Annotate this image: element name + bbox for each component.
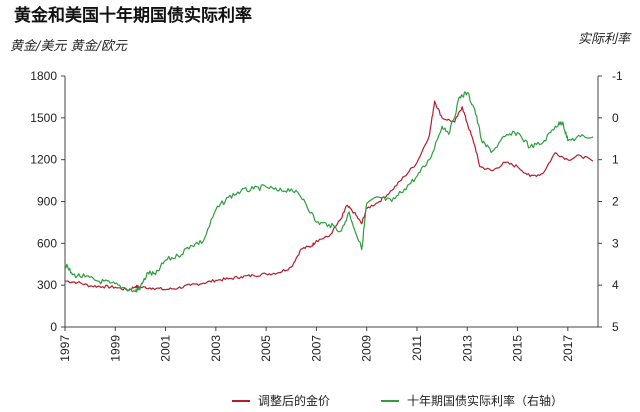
x-tick-label: 2015 <box>511 335 525 362</box>
x-tick-label: 2003 <box>209 335 223 362</box>
left-tick-label: 1800 <box>30 69 57 83</box>
legend-label: 调整后的金价 <box>258 393 330 408</box>
right-axis-ticks: -1 0 1 2 3 4 5 <box>598 69 623 334</box>
series-line-real-yield <box>64 91 594 293</box>
left-tick-label: 0 <box>50 320 57 334</box>
x-tick-label: 2013 <box>460 335 474 362</box>
x-tick-label: 2017 <box>561 335 575 362</box>
x-tick-label: 1999 <box>108 335 122 362</box>
left-tick-label: 300 <box>37 278 57 292</box>
legend-label: 十年期国债实际利率（右轴） <box>407 393 563 408</box>
right-tick-label: 5 <box>612 320 619 334</box>
right-axis-label: 实际利率 <box>578 31 632 47</box>
left-tick-label: 600 <box>37 236 57 250</box>
right-tick-label: 2 <box>612 195 619 209</box>
x-tick-label: 2007 <box>309 335 323 362</box>
left-tick-label: 1200 <box>30 153 57 167</box>
chart-title: 黄金和美国十年期国债实际利率 <box>14 5 252 26</box>
plot-area <box>64 76 599 328</box>
left-axis-ticks: 1800 1500 1200 900 600 300 0 <box>30 69 65 334</box>
series-layer <box>64 91 594 293</box>
x-axis-ticks: 1997 1999 2001 2003 2005 2007 2009 2011 2013 2015… <box>58 327 575 362</box>
x-tick-label: 2011 <box>410 335 424 361</box>
x-tick-label: 2005 <box>259 335 273 362</box>
x-tick-label: 2001 <box>159 335 173 362</box>
left-tick-label: 900 <box>37 195 57 209</box>
right-tick-label: 1 <box>612 153 619 167</box>
x-tick-label: 2009 <box>360 335 374 362</box>
right-tick-label: -1 <box>612 69 623 83</box>
left-axis-label: 黄金/美元 黄金/欧元 <box>10 38 128 54</box>
series-line-adjusted-gold-price <box>64 100 594 291</box>
left-tick-label: 1500 <box>30 111 57 125</box>
legend: 调整后的金价 十年期国债实际利率（右轴） <box>232 393 563 408</box>
right-tick-label: 4 <box>612 278 619 292</box>
right-tick-label: 3 <box>612 236 619 250</box>
x-tick-label: 1997 <box>58 335 72 362</box>
right-tick-label: 0 <box>612 111 619 125</box>
